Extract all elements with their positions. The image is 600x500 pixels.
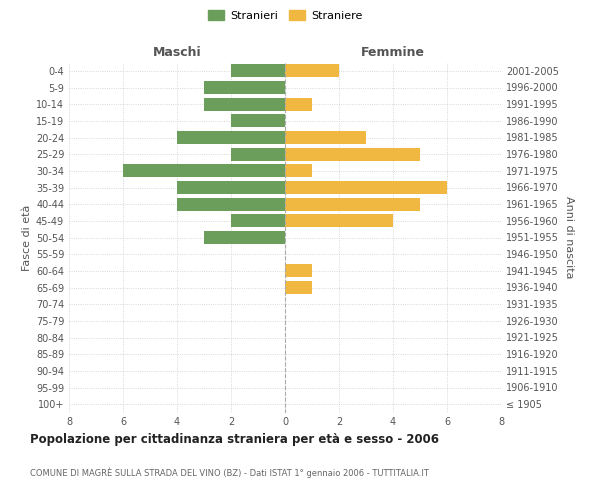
Bar bbox=[204, 231, 285, 244]
Bar bbox=[177, 198, 285, 210]
Bar bbox=[231, 214, 285, 228]
Text: Femmine: Femmine bbox=[361, 46, 425, 59]
Bar bbox=[231, 114, 285, 128]
Bar bbox=[231, 64, 285, 78]
Bar bbox=[285, 98, 312, 110]
Bar bbox=[204, 81, 285, 94]
Bar bbox=[177, 181, 285, 194]
Bar bbox=[285, 148, 420, 160]
Bar bbox=[204, 98, 285, 110]
Bar bbox=[285, 264, 312, 278]
Bar bbox=[285, 214, 393, 228]
Bar bbox=[285, 131, 366, 144]
Bar bbox=[285, 64, 339, 78]
Bar bbox=[285, 281, 312, 294]
Text: Maschi: Maschi bbox=[152, 46, 202, 59]
Y-axis label: Fasce di età: Fasce di età bbox=[22, 204, 32, 270]
Text: COMUNE DI MAGRÈ SULLA STRADA DEL VINO (BZ) - Dati ISTAT 1° gennaio 2006 - TUTTIT: COMUNE DI MAGRÈ SULLA STRADA DEL VINO (B… bbox=[30, 468, 429, 478]
Bar bbox=[285, 181, 447, 194]
Bar bbox=[177, 131, 285, 144]
Bar bbox=[285, 198, 420, 210]
Bar bbox=[285, 164, 312, 177]
Legend: Stranieri, Straniere: Stranieri, Straniere bbox=[205, 8, 365, 24]
Text: Popolazione per cittadinanza straniera per età e sesso - 2006: Popolazione per cittadinanza straniera p… bbox=[30, 432, 439, 446]
Bar bbox=[123, 164, 285, 177]
Bar bbox=[231, 148, 285, 160]
Y-axis label: Anni di nascita: Anni di nascita bbox=[564, 196, 574, 278]
